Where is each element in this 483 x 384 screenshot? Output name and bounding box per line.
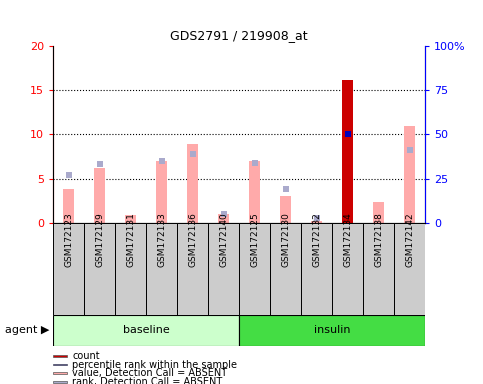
Text: GSM172133: GSM172133 xyxy=(157,212,166,267)
Bar xyxy=(249,161,260,223)
Bar xyxy=(53,315,239,346)
Bar xyxy=(311,221,322,223)
Bar xyxy=(125,215,136,223)
Bar xyxy=(280,196,291,223)
Text: insulin: insulin xyxy=(314,325,350,335)
Bar xyxy=(404,126,415,223)
Text: percentile rank within the sample: percentile rank within the sample xyxy=(72,359,238,369)
Bar xyxy=(53,364,67,365)
Bar xyxy=(208,223,239,315)
Bar xyxy=(94,168,105,223)
Bar xyxy=(177,223,208,315)
Bar xyxy=(146,223,177,315)
Bar xyxy=(84,223,115,315)
Text: GSM172129: GSM172129 xyxy=(95,212,104,267)
Text: GSM172140: GSM172140 xyxy=(219,212,228,267)
Text: GSM172138: GSM172138 xyxy=(374,212,383,267)
Text: GSM172134: GSM172134 xyxy=(343,212,352,267)
Bar xyxy=(363,223,394,315)
Text: value, Detection Call = ABSENT: value, Detection Call = ABSENT xyxy=(72,368,227,378)
Bar xyxy=(394,223,425,315)
Bar xyxy=(53,381,67,382)
Bar xyxy=(53,372,67,374)
Bar xyxy=(156,161,167,223)
Text: agent ▶: agent ▶ xyxy=(5,325,49,335)
Bar xyxy=(332,223,363,315)
Text: GSM172125: GSM172125 xyxy=(250,212,259,267)
Text: GSM172132: GSM172132 xyxy=(312,212,321,267)
Bar xyxy=(53,355,67,357)
Bar xyxy=(239,315,425,346)
Text: GSM172136: GSM172136 xyxy=(188,212,197,267)
Bar xyxy=(115,223,146,315)
Title: GDS2791 / 219908_at: GDS2791 / 219908_at xyxy=(170,29,308,42)
Bar xyxy=(301,223,332,315)
Bar xyxy=(63,189,74,223)
Bar xyxy=(187,144,198,223)
Bar xyxy=(53,223,84,315)
Text: GSM172123: GSM172123 xyxy=(64,212,73,267)
Text: baseline: baseline xyxy=(123,325,170,335)
Bar xyxy=(239,223,270,315)
Bar xyxy=(342,79,353,223)
Text: count: count xyxy=(72,351,100,361)
Text: GSM172130: GSM172130 xyxy=(281,212,290,267)
Text: GSM172131: GSM172131 xyxy=(126,212,135,267)
Bar xyxy=(270,223,301,315)
Text: GSM172142: GSM172142 xyxy=(405,212,414,267)
Bar xyxy=(373,202,384,223)
Text: rank, Detection Call = ABSENT: rank, Detection Call = ABSENT xyxy=(72,377,223,384)
Bar xyxy=(218,214,229,223)
